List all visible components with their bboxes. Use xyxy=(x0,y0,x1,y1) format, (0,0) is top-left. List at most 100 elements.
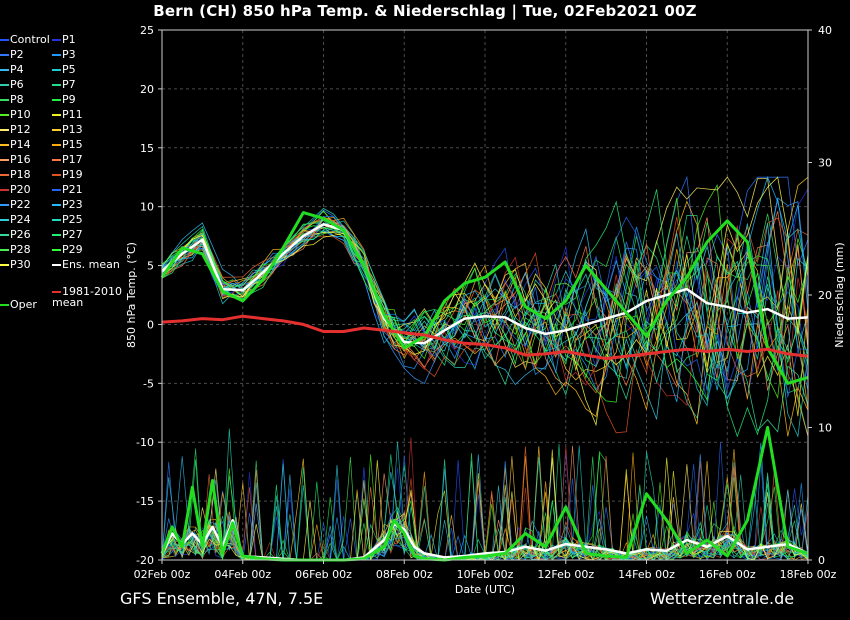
legend-label: P28 xyxy=(10,243,31,256)
model-label: GFS Ensemble, 47N, 7.5E xyxy=(120,589,324,608)
legend-label: P19 xyxy=(62,168,83,181)
y-tick-label: -10 xyxy=(136,436,154,449)
legend-item: P5 xyxy=(52,63,76,77)
legend-label: P13 xyxy=(62,123,83,136)
legend-label: P20 xyxy=(10,183,31,196)
legend-swatch xyxy=(0,189,9,191)
member-line xyxy=(161,225,809,403)
y-tick-label: 0 xyxy=(147,318,154,331)
legend-label: P17 xyxy=(62,153,83,166)
legend-swatch xyxy=(0,264,9,266)
legend-swatch xyxy=(52,99,61,101)
legend-label: P3 xyxy=(62,48,76,61)
legend-item: P2 xyxy=(0,48,24,62)
legend-swatch xyxy=(0,69,9,71)
legend-item: Oper xyxy=(0,298,37,312)
legend-label: Ens. mean xyxy=(62,258,120,271)
legend-label: P24 xyxy=(10,213,31,226)
legend-swatch xyxy=(52,291,61,293)
legend-label: P16 xyxy=(10,153,31,166)
legend-label: P11 xyxy=(62,108,83,121)
legend-item: P27 xyxy=(52,228,83,242)
legend-item: P24 xyxy=(0,213,31,227)
legend-swatch xyxy=(52,39,61,41)
legend-swatch xyxy=(52,264,61,266)
legend-item: P9 xyxy=(52,93,76,107)
legend-item: P23 xyxy=(52,198,83,212)
legend-item: P11 xyxy=(52,108,83,122)
legend-item: P3 xyxy=(52,48,76,62)
legend-item: P13 xyxy=(52,123,83,137)
y2-tick-label: 0 xyxy=(818,554,825,567)
y2-tick-label: 40 xyxy=(818,24,832,37)
legend-swatch xyxy=(52,234,61,236)
x-tick-label: 04Feb 00z xyxy=(214,568,271,581)
legend-swatch xyxy=(0,204,9,206)
y-tick-label: 25 xyxy=(140,24,154,37)
legend-swatch xyxy=(52,174,61,176)
axes: -20 -15 -10 -5 0 5 10 15 20 25 0 10 20 30 40 02Feb 00z 0… xyxy=(125,24,846,596)
member-line xyxy=(161,207,809,384)
legend-swatch xyxy=(0,234,9,236)
legend-label: P2 xyxy=(10,48,24,61)
legend-label: P6 xyxy=(10,78,24,91)
member-line xyxy=(161,198,809,386)
legend-item: P14 xyxy=(0,138,31,152)
y-tick-label: 15 xyxy=(140,142,154,155)
legend-swatch xyxy=(52,129,61,131)
x-axis-label: Date (UTC) xyxy=(455,583,515,596)
legend-label: P22 xyxy=(10,198,31,211)
legend-item: P18 xyxy=(0,168,31,182)
series-oper xyxy=(160,211,809,385)
series-lines xyxy=(160,211,809,562)
x-tick-label: 10Feb 00z xyxy=(457,568,514,581)
legend-swatch xyxy=(0,304,9,306)
legend-label: P23 xyxy=(62,198,83,211)
y-tick-label: -15 xyxy=(136,495,154,508)
legend-swatch xyxy=(0,54,9,56)
legend-label: P21 xyxy=(62,183,83,196)
x-tick-label: 12Feb 00z xyxy=(537,568,594,581)
legend-label: P10 xyxy=(10,108,31,121)
legend-label: P1 xyxy=(62,33,76,46)
legend-item: P28 xyxy=(0,243,31,257)
legend-label: Oper xyxy=(10,298,37,311)
y-tick-label: 10 xyxy=(140,201,154,214)
chart-title: Bern (CH) 850 hPa Temp. & Niederschlag |… xyxy=(153,2,697,20)
y-tick-label: -20 xyxy=(136,554,154,567)
legend-item: P20 xyxy=(0,183,31,197)
y2-axis-label: Niederschlag (mm) xyxy=(833,242,846,347)
y-tick-label: -5 xyxy=(143,377,154,390)
legend-label: P27 xyxy=(62,228,83,241)
y2-tick-label: 10 xyxy=(818,422,832,435)
legend-swatch xyxy=(0,129,9,131)
x-tick-label: 14Feb 00z xyxy=(618,568,675,581)
x-tick-label: 08Feb 00z xyxy=(376,568,433,581)
legend-item: P12 xyxy=(0,123,31,137)
legend-label: P7 xyxy=(62,78,76,91)
legend-swatch xyxy=(52,249,61,251)
x-tick-label: 16Feb 00z xyxy=(699,568,756,581)
legend-label: P4 xyxy=(10,63,24,76)
legend-label: P18 xyxy=(10,168,31,181)
legend-swatch xyxy=(52,84,61,86)
y2-tick-label: 30 xyxy=(818,157,832,170)
legend-label: Control xyxy=(10,33,50,46)
legend-item: P25 xyxy=(52,213,83,227)
legend-swatch xyxy=(52,69,61,71)
legend-item: P19 xyxy=(52,168,83,182)
series-1981-2010-mean xyxy=(161,314,809,361)
x-tick-label: 02Feb 00z xyxy=(134,568,191,581)
y-tick-label: 20 xyxy=(140,83,154,96)
legend-label: P5 xyxy=(62,63,76,76)
series-oper-precip xyxy=(160,426,809,562)
legend-item: P8 xyxy=(0,93,24,107)
legend-swatch xyxy=(52,159,61,161)
legend-swatch xyxy=(0,144,9,146)
legend-item: P7 xyxy=(52,78,76,92)
legend-item: P6 xyxy=(0,78,24,92)
legend-item: P15 xyxy=(52,138,83,152)
legend-item: Control xyxy=(0,33,50,47)
y-axis-label: 850 hPa Temp. (°C) xyxy=(125,242,138,348)
legend-swatch xyxy=(52,204,61,206)
